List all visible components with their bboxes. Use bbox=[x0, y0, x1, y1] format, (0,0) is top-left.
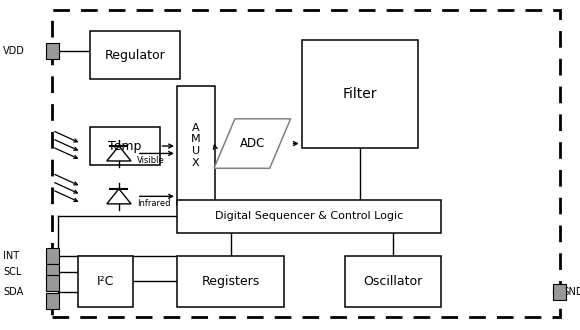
Text: Temp: Temp bbox=[108, 140, 142, 152]
Bar bbox=[302, 40, 418, 148]
Text: Regulator: Regulator bbox=[104, 49, 165, 62]
Text: GND: GND bbox=[561, 287, 580, 297]
Text: Infrared: Infrared bbox=[137, 199, 171, 208]
Polygon shape bbox=[107, 189, 131, 204]
Bar bbox=[345, 256, 441, 307]
Bar bbox=[90, 127, 160, 165]
Bar bbox=[46, 264, 59, 280]
Bar bbox=[78, 256, 133, 307]
Text: INT: INT bbox=[3, 251, 19, 261]
Bar bbox=[553, 284, 566, 300]
Polygon shape bbox=[107, 146, 131, 161]
Text: Digital Sequencer & Control Logic: Digital Sequencer & Control Logic bbox=[215, 211, 403, 221]
Text: I²C: I²C bbox=[97, 275, 114, 288]
Bar bbox=[52, 10, 560, 317]
Bar bbox=[177, 86, 215, 205]
Bar bbox=[46, 248, 59, 264]
Text: Oscillator: Oscillator bbox=[363, 275, 423, 288]
Text: Visible: Visible bbox=[137, 156, 165, 165]
Bar bbox=[46, 275, 59, 291]
Polygon shape bbox=[214, 119, 291, 168]
Text: SDA: SDA bbox=[3, 287, 23, 297]
Text: A
M
U
X: A M U X bbox=[191, 123, 201, 168]
Text: Filter: Filter bbox=[342, 87, 377, 101]
Text: VDD: VDD bbox=[3, 46, 25, 56]
Text: Registers: Registers bbox=[201, 275, 260, 288]
Text: SCL: SCL bbox=[3, 267, 21, 277]
Text: ADC: ADC bbox=[240, 137, 265, 150]
Bar bbox=[46, 293, 59, 309]
Bar bbox=[177, 256, 284, 307]
Bar bbox=[90, 31, 180, 79]
Bar bbox=[177, 200, 441, 233]
Bar bbox=[46, 43, 59, 59]
